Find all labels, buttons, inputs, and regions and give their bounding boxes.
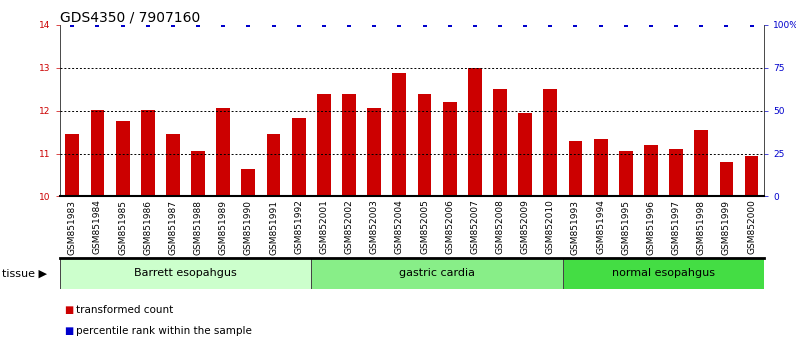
Bar [342,94,356,196]
Bar [544,89,557,196]
Bar [568,141,583,196]
Bar [518,113,532,196]
Bar [317,94,331,196]
Text: GSM852002: GSM852002 [345,200,353,254]
Bar [644,145,657,196]
Bar [217,108,230,196]
Text: GSM852000: GSM852000 [747,200,756,255]
Text: GSM851997: GSM851997 [672,200,681,255]
Bar [563,258,764,289]
Bar [267,134,280,196]
Bar [91,110,104,196]
Text: GSM851993: GSM851993 [571,200,580,255]
Text: GSM851990: GSM851990 [244,200,253,255]
Text: GSM851996: GSM851996 [646,200,655,255]
Bar [594,138,607,196]
Text: GSM851984: GSM851984 [93,200,102,255]
Text: GSM851999: GSM851999 [722,200,731,255]
Bar [745,156,759,196]
Bar [166,134,180,196]
Text: GSM851987: GSM851987 [169,200,178,255]
Bar [468,68,482,196]
Text: GSM851985: GSM851985 [118,200,127,255]
Text: GSM851986: GSM851986 [143,200,152,255]
Text: GSM852005: GSM852005 [420,200,429,255]
Bar [669,149,683,196]
Bar [618,152,633,196]
Text: GSM851994: GSM851994 [596,200,605,255]
Bar [115,121,130,196]
Text: normal esopahgus: normal esopahgus [612,268,715,279]
Text: GSM852010: GSM852010 [546,200,555,255]
Text: GSM851988: GSM851988 [193,200,202,255]
Bar [65,134,79,196]
Bar [392,73,406,196]
Bar [241,169,256,196]
Bar [292,118,306,196]
Bar [694,130,708,196]
Text: GSM851992: GSM851992 [295,200,303,255]
Text: GSM852001: GSM852001 [319,200,329,255]
Text: GSM852007: GSM852007 [470,200,479,255]
Text: ■: ■ [64,326,73,336]
Text: ■: ■ [64,305,73,315]
Bar [443,102,457,196]
Text: GSM851991: GSM851991 [269,200,278,255]
Text: percentile rank within the sample: percentile rank within the sample [76,326,252,336]
Text: tissue ▶: tissue ▶ [2,268,48,279]
Text: GSM852009: GSM852009 [521,200,529,255]
Text: gastric cardia: gastric cardia [399,268,475,279]
Bar [311,258,563,289]
Bar [141,110,154,196]
Text: GDS4350 / 7907160: GDS4350 / 7907160 [60,11,200,25]
Text: Barrett esopahgus: Barrett esopahgus [134,268,237,279]
Text: GSM852003: GSM852003 [369,200,379,255]
Text: GSM851995: GSM851995 [622,200,630,255]
Text: GSM852004: GSM852004 [395,200,404,254]
Bar [493,89,507,196]
Bar [60,258,311,289]
Text: GSM851983: GSM851983 [68,200,76,255]
Text: transformed count: transformed count [76,305,173,315]
Text: GSM851998: GSM851998 [696,200,706,255]
Text: GSM852006: GSM852006 [445,200,455,255]
Text: GSM851989: GSM851989 [219,200,228,255]
Text: GSM852008: GSM852008 [495,200,505,255]
Bar [191,152,205,196]
Bar [418,94,431,196]
Bar [367,108,381,196]
Bar [720,162,733,196]
